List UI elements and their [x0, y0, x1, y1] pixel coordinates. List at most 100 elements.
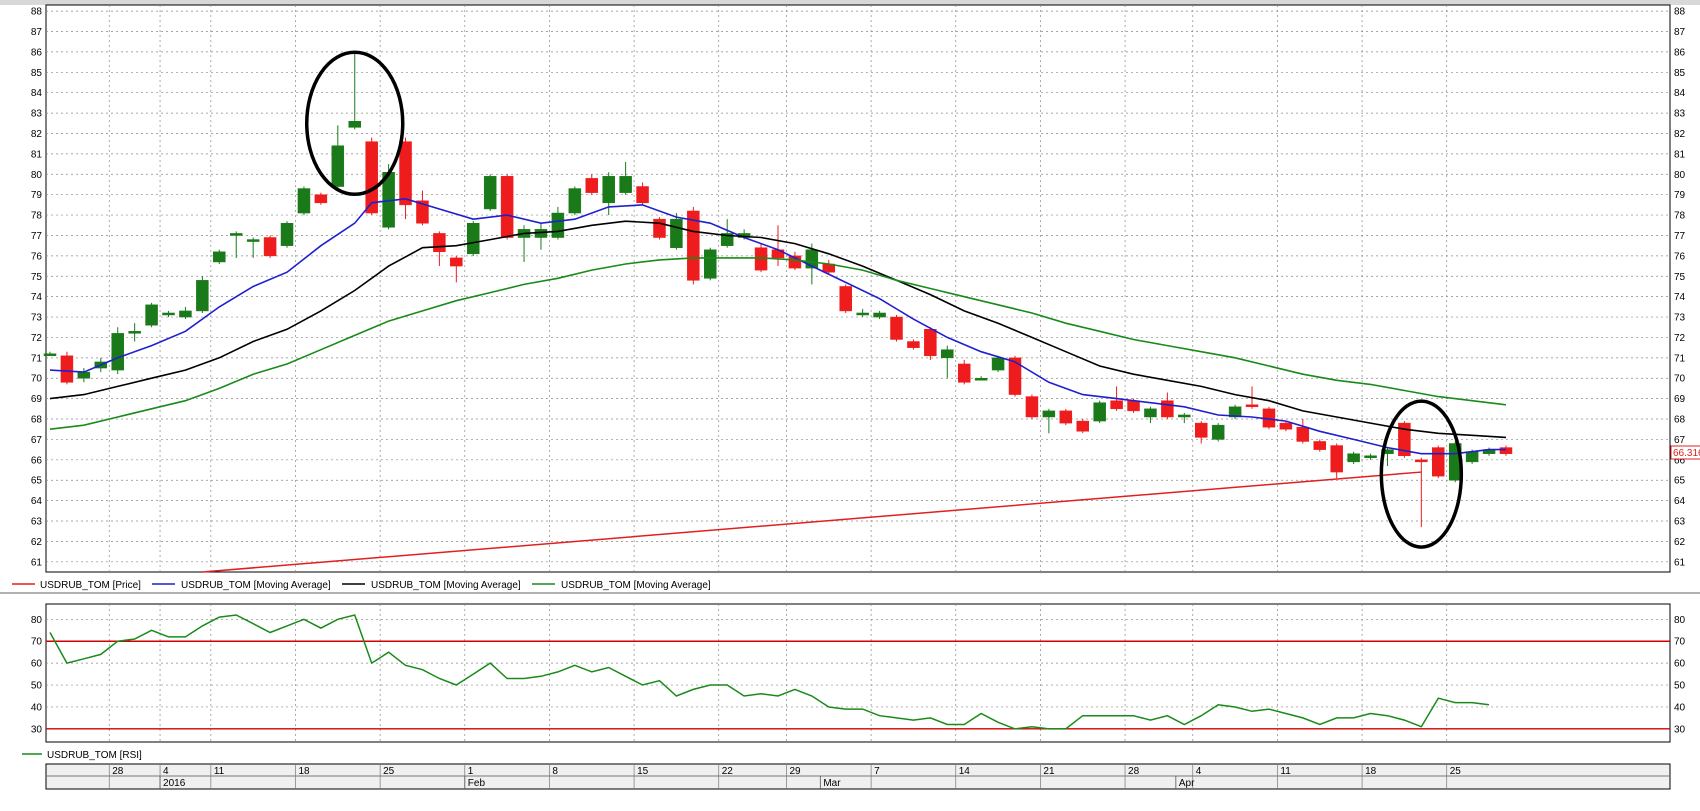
- price-y-tick-right: 81: [1674, 149, 1686, 160]
- current-price-label: 66.316: [1673, 448, 1700, 459]
- candle-body: [348, 121, 361, 128]
- candle-body: [1415, 459, 1428, 463]
- price-y-tick-left: 82: [31, 129, 43, 140]
- x-day-label: 29: [789, 766, 801, 777]
- price-y-tick-right: 87: [1674, 27, 1686, 38]
- candle-body: [314, 194, 328, 204]
- candle-body: [145, 304, 158, 326]
- x-day-label: 7: [874, 766, 880, 777]
- candle-body: [974, 377, 988, 381]
- candle-body: [213, 251, 226, 263]
- rsi-legend: USDRUB_TOM [RSI]: [22, 750, 142, 761]
- price-y-tick-right: 72: [1674, 333, 1686, 344]
- price-y-tick-right: 63: [1674, 517, 1686, 528]
- price-y-tick-left: 69: [31, 394, 43, 405]
- price-y-tick-left: 67: [31, 435, 43, 446]
- candle-body: [1042, 410, 1056, 418]
- rsi-line: [49, 614, 1490, 730]
- candle-body: [1194, 422, 1208, 438]
- candle-body: [1279, 422, 1293, 430]
- legend-ma-green: USDRUB_TOM [Moving Average]: [561, 580, 711, 591]
- x-day-label: 11: [214, 766, 225, 777]
- rsi-y-tick-left: 80: [31, 615, 43, 626]
- price-y-tick-right: 69: [1674, 394, 1686, 405]
- candle-body: [111, 333, 124, 371]
- price-y-tick-left: 76: [31, 251, 43, 262]
- price-y-tick-right: 83: [1674, 109, 1686, 120]
- price-y-tick-right: 67: [1674, 435, 1686, 446]
- support-trendline: [202, 471, 1422, 573]
- candle-body: [416, 200, 429, 224]
- price-y-tick-left: 71: [31, 353, 43, 364]
- candle-body: [1093, 402, 1106, 422]
- x-day-label: 15: [637, 766, 649, 777]
- price-y-tick-right: 75: [1674, 272, 1686, 283]
- rsi-series: [49, 614, 1490, 730]
- candle-body: [941, 349, 954, 359]
- candle-body: [957, 363, 971, 383]
- rsi-y-tick-right: 40: [1674, 702, 1686, 713]
- price-y-tick-left: 62: [31, 537, 43, 548]
- legend-price: USDRUB_TOM [Price]: [40, 580, 141, 591]
- rsi-y-tick-right: 30: [1674, 724, 1686, 735]
- candle-body: [907, 341, 920, 348]
- candle-body: [1296, 426, 1310, 442]
- price-y-tick-left: 70: [31, 374, 43, 385]
- price-y-tick-right: 70: [1674, 374, 1686, 385]
- x-month-label: Feb: [468, 778, 486, 789]
- rsi-y-tick-left: 30: [31, 724, 43, 735]
- price-y-tick-right: 84: [1674, 88, 1686, 99]
- current-price-box: [1670, 445, 1700, 460]
- price-y-tick-left: 86: [31, 47, 43, 58]
- price-y-tick-right: 80: [1674, 170, 1686, 181]
- candle-body: [263, 237, 277, 257]
- price-y-tick-left: 75: [31, 272, 43, 283]
- price-y-tick-left: 81: [31, 149, 43, 160]
- price-y-tick-right: 88: [1674, 7, 1686, 18]
- x-day-label: 25: [383, 766, 395, 777]
- legend-rsi: USDRUB_TOM [RSI]: [47, 750, 142, 761]
- x-day-label: 28: [1128, 766, 1140, 777]
- x-month-label: Mar: [823, 778, 841, 789]
- x-day-label: 4: [163, 766, 169, 777]
- candle-body: [500, 176, 514, 238]
- candle-body: [1127, 400, 1140, 412]
- price-y-tick-right: 78: [1674, 211, 1686, 222]
- candle-body: [297, 188, 311, 214]
- candle-body: [636, 186, 649, 204]
- price-y-tick-left: 84: [31, 88, 43, 99]
- candle-body: [1364, 455, 1377, 459]
- x-day-label: 18: [298, 766, 310, 777]
- rsi-y-tick-left: 40: [31, 702, 43, 713]
- candle-body: [1178, 414, 1191, 418]
- candle-body: [128, 331, 141, 334]
- candle-body: [1144, 408, 1157, 418]
- candle-body: [856, 312, 869, 316]
- candle-body: [331, 145, 345, 187]
- candle-body: [839, 286, 852, 312]
- price-y-tick-left: 66: [31, 455, 43, 466]
- candle-body: [1059, 410, 1073, 424]
- x-day-label: 11: [1280, 766, 1291, 777]
- candle-body: [1161, 400, 1174, 418]
- price-legend: USDRUB_TOM [Price] USDRUB_TOM [Moving Av…: [12, 580, 711, 591]
- candle-body: [805, 249, 819, 269]
- candle-body: [1398, 422, 1411, 456]
- price-y-tick-right: 85: [1674, 68, 1686, 79]
- annotations: [304, 50, 1464, 549]
- price-y-tick-left: 80: [31, 170, 43, 181]
- price-y-tick-right: 71: [1674, 353, 1686, 364]
- candle-body: [60, 355, 74, 383]
- candle-body: [196, 280, 209, 312]
- x-month-label: 2016: [163, 778, 186, 789]
- candle-body: [1330, 445, 1343, 473]
- x-day-label: 21: [1043, 766, 1055, 777]
- price-y-tick-left: 88: [31, 7, 43, 18]
- x-month-label: Apr: [1179, 778, 1195, 789]
- rsi-y-tick-left: 60: [31, 659, 43, 670]
- candle-body: [399, 141, 412, 206]
- candle-body: [1465, 451, 1479, 463]
